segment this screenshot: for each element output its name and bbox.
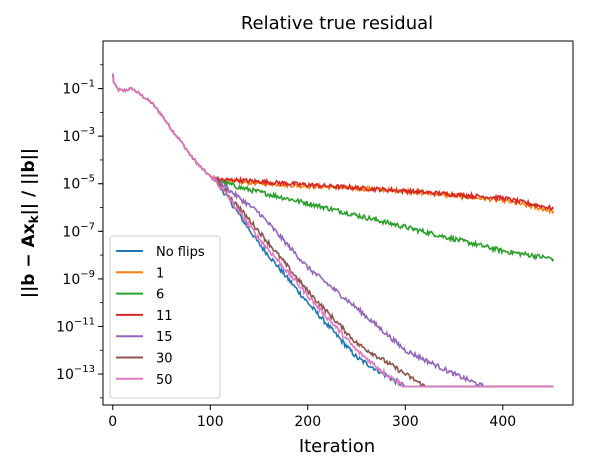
x-tick-label: 200 [294,414,321,430]
legend-label: 11 [156,309,173,324]
x-tick-label: 100 [197,414,224,430]
legend-label: 1 [156,266,164,281]
series-line-flip-50 [112,73,554,388]
series-line-flip-6 [112,73,555,263]
x-axis: 0 100 200 300 400 [108,405,516,430]
legend-label: 6 [156,288,164,303]
legend-label: 50 [156,373,173,388]
y-tick-label: 10−9 [62,269,95,288]
series-line-flip-11 [112,73,555,211]
series-layer [112,73,555,388]
chart-title: Relative true residual [241,13,433,34]
x-tick-label: 400 [489,414,516,430]
y-tick-label: 10−13 [56,364,95,383]
y-tick-label: 10−11 [56,316,95,335]
x-tick-label: 0 [108,414,117,430]
y-tick-label: 10−1 [62,79,95,98]
series-line-flip-1 [112,73,555,215]
x-axis-label: Iteration [299,436,375,457]
legend: No flips 1 6 11 15 30 50 [109,235,221,399]
y-axis-label: ||b − Axk|| / ||b|| [19,148,41,298]
y-tick-label: 10−7 [62,221,95,240]
legend-label: 30 [156,352,173,367]
x-tick-label: 300 [392,414,419,430]
legend-label: No flips [156,245,205,260]
y-tick-label: 10−3 [62,126,95,145]
legend-label: 15 [156,330,173,345]
y-axis: 10−13 10−11 10−9 10−7 10−5 10−3 10−1 [56,64,103,399]
plot-frame [102,40,574,406]
y-tick-label: 10−5 [62,174,95,193]
